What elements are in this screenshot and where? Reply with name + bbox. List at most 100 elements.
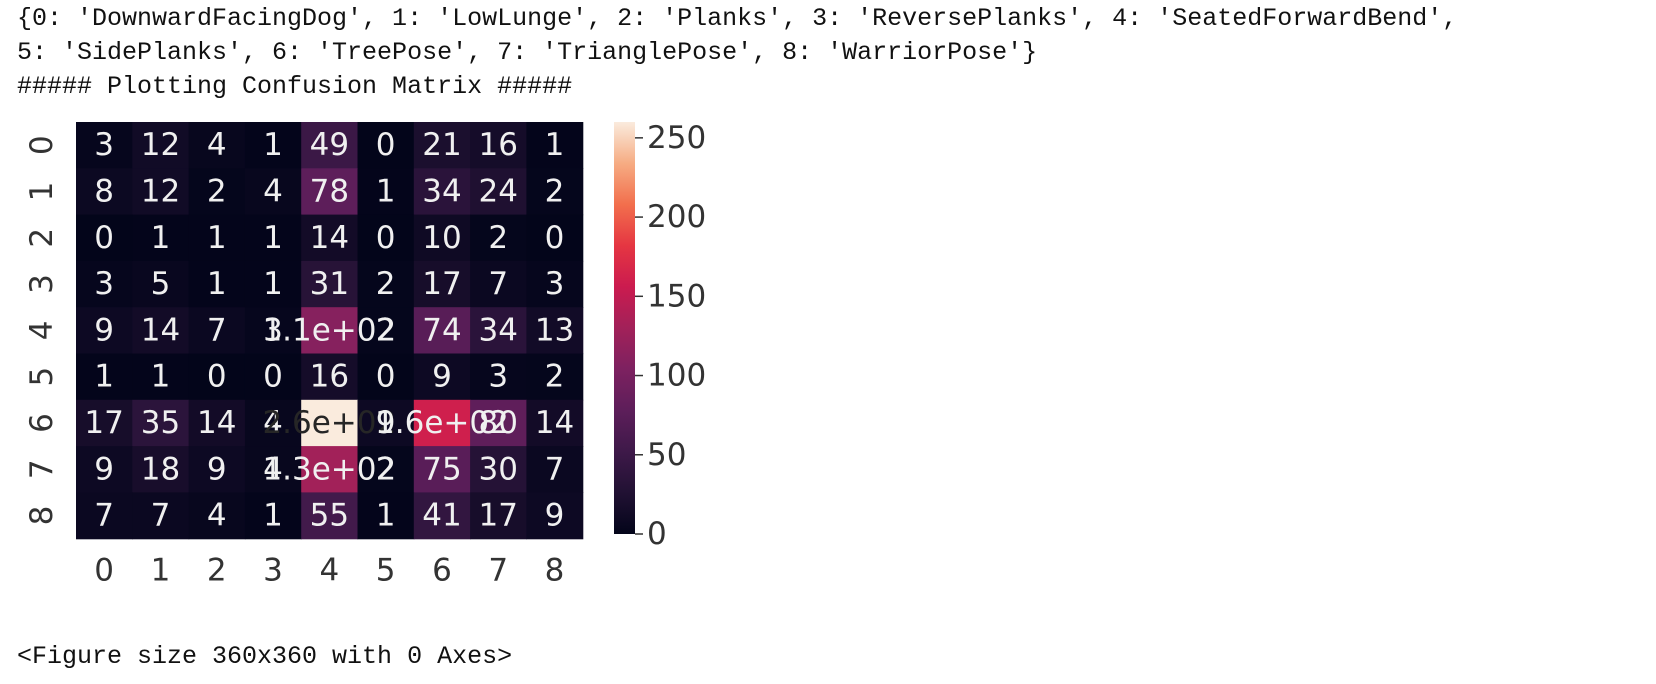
heatmap-cell-r2-c0 — [76, 214, 133, 262]
cell-annotation-r6-c4: 2.6e+02 — [262, 405, 396, 441]
cell-annotation-r5-c7: 3 — [488, 359, 508, 395]
heatmap-cell-r2-c5 — [357, 214, 415, 262]
heatmap-cell-r2-c2 — [188, 214, 246, 262]
heatmap-cell-r3-c7 — [470, 260, 527, 308]
heatmap-cell-r4-c1 — [132, 307, 190, 355]
heatmap-cell-r7-c7 — [470, 446, 527, 493]
cell-annotation-r0-c5: 0 — [376, 127, 396, 163]
y-tick-label-3: 3 — [24, 274, 60, 294]
heatmap-cell-r4-c6 — [413, 307, 471, 355]
heatmap-cell-r6-c0 — [76, 399, 133, 447]
heatmap-cell-r7-c3 — [244, 446, 302, 493]
cell-annotation-r0-c2: 4 — [207, 127, 227, 163]
heatmap-cell-r6-c2 — [188, 399, 246, 447]
heatmap-cell-r2-c3 — [244, 214, 302, 262]
cell-annotation-r1-c5: 1 — [376, 173, 396, 209]
cell-annotation-r3-c1: 5 — [151, 266, 171, 302]
heatmap-cell-r6-c5 — [357, 399, 415, 447]
cell-annotation-r7-c7: 30 — [479, 451, 518, 487]
cell-annotation-r1-c3: 4 — [263, 173, 283, 209]
output-line-class-map-2: 5: 'SidePlanks', 6: 'TreePose', 7: 'Tria… — [17, 38, 1038, 67]
heatmap-cell-r3-c0 — [76, 260, 133, 308]
heatmap-cell-r0-c7 — [470, 122, 527, 169]
cell-annotation-r8-c3: 1 — [263, 498, 283, 534]
cell-annotation-r5-c6: 9 — [432, 359, 452, 395]
x-tick-label-5: 5 — [376, 553, 396, 589]
cell-annotation-r8-c1: 7 — [151, 498, 171, 534]
cell-annotation-r3-c7: 7 — [488, 266, 508, 302]
colorbar-tick-label-50: 50 — [647, 437, 686, 473]
cell-annotation-r2-c7: 2 — [488, 220, 508, 256]
colorbar-tick-label-200: 200 — [647, 199, 706, 235]
cell-annotation-r7-c0: 9 — [94, 451, 114, 487]
cell-annotation-r2-c3: 1 — [263, 220, 283, 256]
x-tick-label-0: 0 — [94, 553, 114, 589]
heatmap-cell-r6-c6 — [413, 399, 471, 447]
cell-annotation-r1-c4: 78 — [310, 173, 349, 209]
cell-annotation-r2-c2: 1 — [207, 220, 227, 256]
heatmap-cell-r3-c4 — [301, 260, 359, 308]
cell-annotation-r6-c8: 14 — [535, 405, 574, 441]
heatmap-cell-r3-c5 — [357, 260, 415, 308]
y-tick-label-2: 2 — [24, 228, 60, 248]
x-tick-label-7: 7 — [488, 553, 508, 589]
colorbar-bar — [614, 122, 635, 534]
heatmap-cell-r2-c4 — [301, 214, 359, 262]
cell-annotation-r3-c2: 1 — [207, 266, 227, 302]
cell-annotation-r0-c3: 1 — [263, 127, 283, 163]
heatmap-cell-r7-c5 — [357, 446, 415, 493]
heatmap-cell-r5-c2 — [188, 353, 246, 401]
cell-annotation-r6-c6: 1.6e+02 — [375, 405, 509, 441]
heatmap-annotations: 3 12 4 1 49 0 21 16 18 12 2 4 78 1 34 24 20 1 1 1 14 0 10 2 03 5 1… — [84, 127, 574, 533]
y-axis-ticks: 0 1 2 3 4 5 6 7 8 — [24, 135, 60, 525]
heatmap-cell-r7-c2 — [188, 446, 246, 493]
heatmap-cell-r5-c0 — [76, 353, 133, 401]
cell-annotation-r7-c2: 9 — [207, 451, 227, 487]
cell-annotation-r7-c4: 1.3e+02 — [262, 451, 396, 487]
heatmap-cell-r1-c8 — [526, 168, 584, 216]
colorbar-tick-label-250: 250 — [647, 120, 706, 156]
cell-annotation-r6-c1: 35 — [141, 405, 180, 441]
heatmap-cell-r8-c6 — [413, 492, 471, 540]
cell-annotation-r5-c5: 0 — [376, 359, 396, 395]
heatmap-cell-r0-c8 — [526, 122, 584, 169]
heatmap-cell-r4-c5 — [357, 307, 415, 355]
heatmap-cell-r7-c1 — [132, 446, 190, 493]
cell-annotation-r1-c7: 24 — [479, 173, 518, 209]
heatmap-cell-r0-c4 — [301, 122, 359, 169]
cell-annotation-r6-c0: 17 — [84, 405, 123, 441]
cell-annotation-r4-c7: 34 — [479, 312, 518, 348]
heatmap-cell-r0-c3 — [244, 122, 302, 169]
heatmap-cell-r1-c3 — [244, 168, 302, 216]
y-tick-label-4: 4 — [24, 320, 60, 340]
heatmap-cell-r6-c7 — [470, 399, 527, 447]
x-tick-label-8: 8 — [545, 553, 565, 589]
cell-annotation-r5-c3: 0 — [263, 359, 283, 395]
cell-annotation-r6-c5: 9 — [376, 405, 396, 441]
cell-annotation-r3-c6: 17 — [422, 266, 461, 302]
cell-annotation-r0-c7: 16 — [479, 127, 518, 163]
confusion-matrix-heatmap: 3 12 4 1 49 0 21 16 18 12 2 4 78 1 34 24 20 1 1 1 14 0 10 2 03 5 1… — [24, 120, 706, 589]
y-tick-label-0: 0 — [24, 135, 60, 155]
colorbar-tick-label-100: 100 — [647, 358, 706, 394]
heatmap-cell-r1-c7 — [470, 168, 527, 216]
cell-annotation-r7-c6: 75 — [422, 451, 461, 487]
cell-annotation-r3-c3: 1 — [263, 266, 283, 302]
heatmap-cell-r8-c4 — [301, 492, 359, 540]
colorbar-tick-label-150: 150 — [647, 278, 706, 314]
cell-annotation-r4-c2: 7 — [207, 312, 227, 348]
heatmap-cell-r1-c1 — [132, 168, 190, 216]
output-line-class-map-1: {0: 'DownwardFacingDog', 1: 'LowLunge', … — [17, 4, 1458, 33]
cell-annotation-r3-c0: 3 — [94, 266, 114, 302]
heatmap-cell-r6-c1 — [132, 399, 190, 447]
heatmap-cell-r3-c6 — [413, 260, 471, 308]
heatmap-cell-r5-c5 — [357, 353, 415, 401]
heatmap-cell-r1-c2 — [188, 168, 246, 216]
cell-annotation-r5-c0: 1 — [94, 359, 114, 395]
x-tick-label-2: 2 — [207, 553, 227, 589]
cell-annotation-r1-c1: 12 — [141, 173, 180, 209]
cell-annotation-r2-c6: 10 — [422, 220, 461, 256]
heatmap-cell-r1-c5 — [357, 168, 415, 216]
heatmap-cell-r8-c5 — [357, 492, 415, 540]
cell-annotation-r8-c4: 55 — [310, 498, 349, 534]
